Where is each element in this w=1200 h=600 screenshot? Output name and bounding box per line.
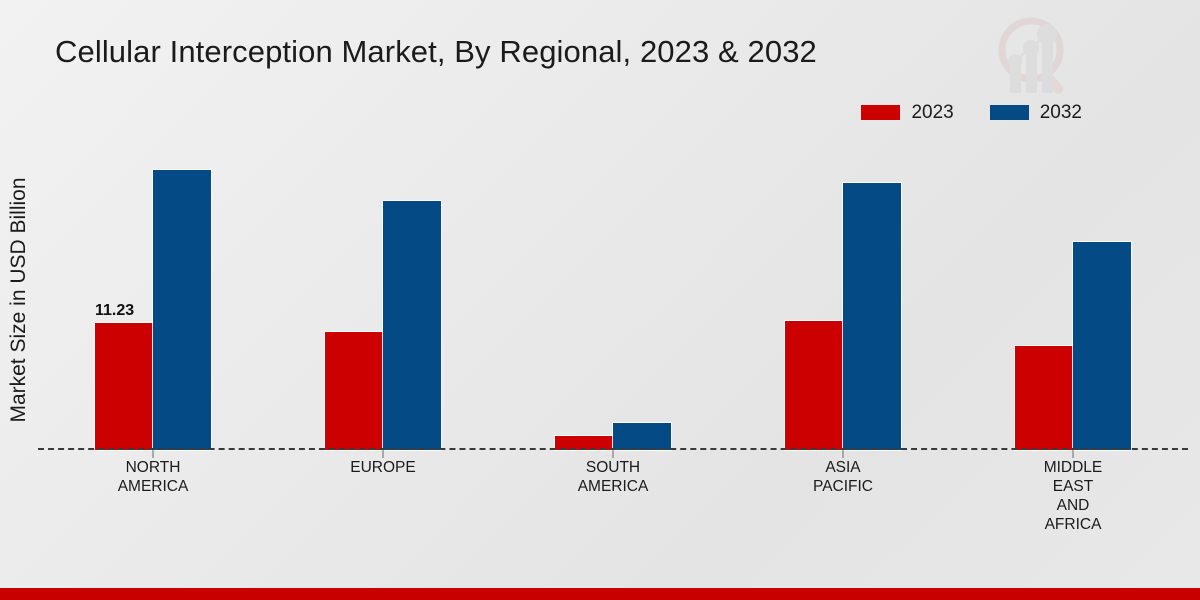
bar-2023[interactable] — [1015, 345, 1073, 450]
chart-title: Cellular Interception Market, By Regiona… — [55, 34, 817, 69]
bar-group — [728, 150, 958, 458]
bar-2023[interactable] — [555, 436, 613, 450]
bar-2023[interactable] — [325, 332, 383, 450]
x-axis-baseline — [38, 448, 1188, 450]
legend-swatch-2023 — [861, 105, 901, 120]
x-axis-label: EUROPE — [350, 459, 416, 476]
legend-item-2023[interactable]: 2023 — [861, 102, 954, 123]
footer-accent-bar — [0, 588, 1200, 600]
bar-pair — [325, 200, 441, 450]
legend-label-2032: 2032 — [1039, 102, 1082, 123]
y-axis-title: Market Size in USD Billion — [7, 177, 30, 423]
watermark-logo-icon — [985, 8, 1085, 103]
x-axis-tick — [152, 450, 154, 458]
x-axis-tick — [842, 450, 844, 458]
bar-group — [268, 150, 498, 458]
x-axis-label: NORTH AMERICA — [117, 459, 189, 495]
bar-group — [958, 150, 1188, 458]
bar-2032[interactable] — [843, 182, 901, 450]
x-axis-labels: NORTH AMERICA EUROPE SOUTH AMERICA ASIA PAC… — [38, 458, 1188, 534]
bar-pair — [1015, 241, 1131, 450]
x-axis-label: SOUTH AMERICA — [577, 459, 649, 495]
x-axis-tick — [1072, 450, 1074, 458]
x-axis-tick — [382, 450, 384, 458]
x-axis-tick — [612, 450, 614, 458]
bar-pair — [785, 182, 901, 450]
bar-group — [498, 150, 728, 458]
bar-value-label: 11.23 — [95, 301, 135, 319]
bar-2023[interactable] — [785, 320, 843, 450]
x-axis-label: MIDDLE EAST AND AFRICA — [1043, 459, 1103, 533]
chart-legend: 2023 2032 — [861, 103, 1082, 122]
bar-2023[interactable]: 11.23 — [95, 302, 153, 450]
x-axis-label: ASIA PACIFIC — [813, 459, 873, 495]
legend-item-2032[interactable]: 2032 — [989, 102, 1082, 123]
plot-area: 11.23 — [38, 150, 1188, 458]
bar-pair: 11.23 — [95, 170, 211, 450]
bar-2032[interactable] — [153, 170, 211, 450]
bar-groups: 11.23 — [38, 150, 1188, 458]
legend-swatch-2032 — [989, 105, 1029, 120]
bar-pair — [555, 422, 671, 450]
bar-2032[interactable] — [383, 200, 441, 450]
bar-2032[interactable] — [1073, 241, 1131, 450]
bar-group: 11.23 — [38, 150, 268, 458]
legend-label-2023: 2023 — [911, 102, 954, 123]
bar-2032[interactable] — [613, 422, 671, 450]
